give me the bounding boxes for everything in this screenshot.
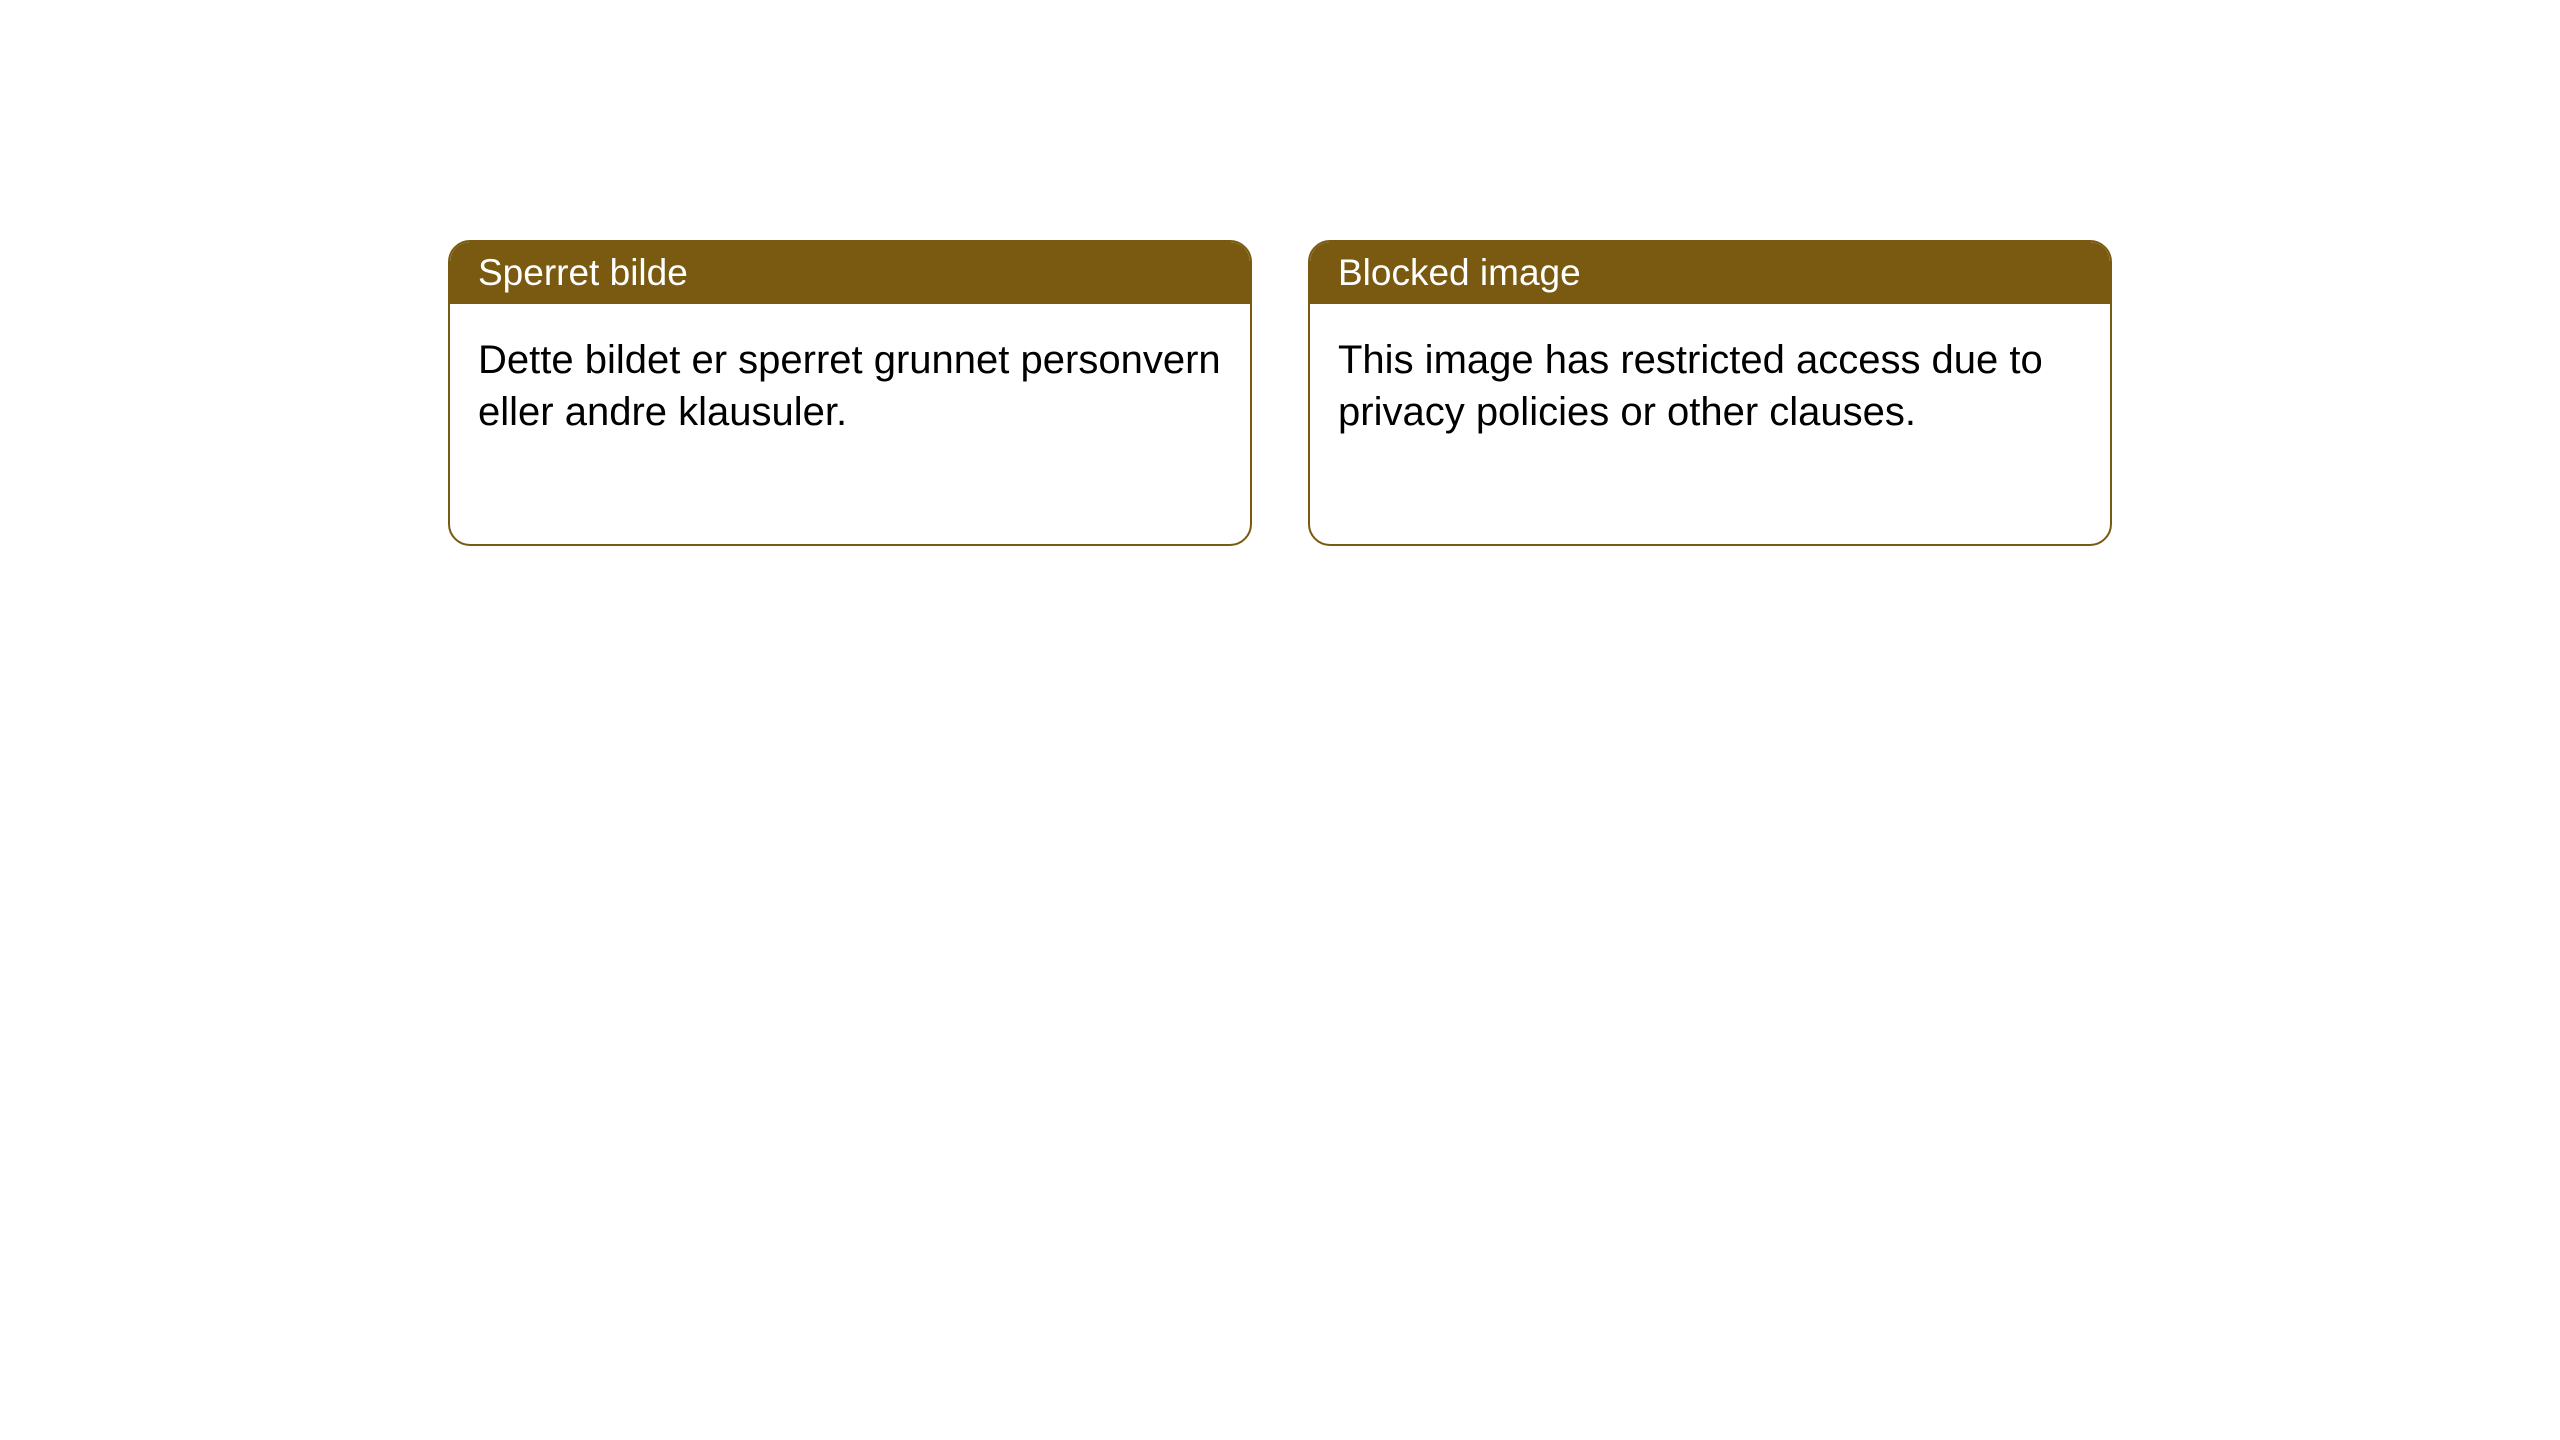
notice-header-english: Blocked image <box>1310 242 2110 304</box>
notice-box-english: Blocked image This image has restricted … <box>1308 240 2112 546</box>
notice-container: Sperret bilde Dette bildet er sperret gr… <box>0 0 2560 546</box>
notice-body-english: This image has restricted access due to … <box>1310 304 2110 544</box>
notice-body-norwegian: Dette bildet er sperret grunnet personve… <box>450 304 1250 544</box>
notice-box-norwegian: Sperret bilde Dette bildet er sperret gr… <box>448 240 1252 546</box>
notice-header-norwegian: Sperret bilde <box>450 242 1250 304</box>
